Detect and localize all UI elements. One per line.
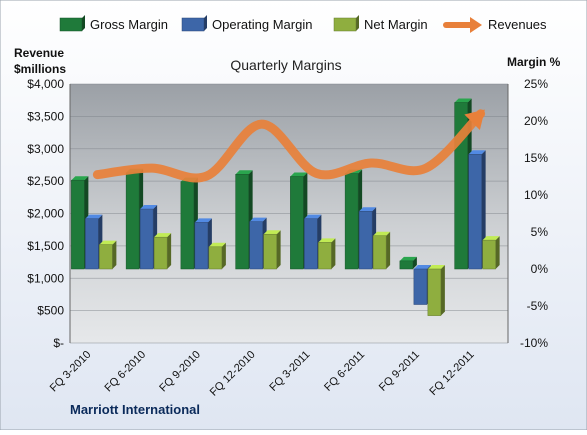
bar-side — [495, 236, 500, 269]
right-tick-label: 25% — [524, 77, 548, 91]
revenue-arrowhead — [464, 109, 485, 131]
bar — [249, 221, 263, 270]
bar — [358, 211, 373, 270]
bar-top — [454, 98, 472, 103]
revenue-line — [92, 109, 486, 183]
right-tick-label: -10% — [520, 336, 548, 350]
bar-side — [167, 233, 172, 269]
bar-top — [304, 214, 322, 219]
left-tick-label: $500 — [37, 304, 64, 318]
left-tick-label: $2,500 — [27, 174, 64, 188]
legend-label: Operating Margin — [212, 17, 312, 32]
right-tick-label: 10% — [524, 188, 548, 202]
bar-top — [235, 170, 253, 175]
bar — [318, 242, 332, 270]
footer-label: Marriott International — [70, 402, 200, 417]
legend-swatch-side — [204, 15, 207, 31]
bar — [304, 218, 318, 270]
bar-top — [71, 176, 89, 181]
left-tick-label: $- — [53, 336, 64, 350]
bar-top — [399, 256, 417, 261]
legend-label: Net Margin — [364, 17, 428, 32]
bar — [263, 233, 277, 270]
bar — [208, 246, 223, 270]
bar-top — [208, 242, 226, 247]
legend-label: Revenues — [488, 17, 547, 32]
left-tick-label: $1,500 — [27, 239, 64, 253]
bar-top — [154, 233, 172, 238]
right-tick-label: 0% — [531, 262, 549, 276]
bar — [399, 260, 414, 270]
bar — [125, 172, 140, 270]
bar — [482, 239, 496, 270]
bar-top — [468, 150, 486, 155]
bar — [427, 268, 442, 316]
bar-side — [112, 240, 117, 269]
bar — [194, 222, 209, 270]
left-tick-label: $1,000 — [27, 271, 64, 285]
bar — [139, 208, 154, 270]
left-axis-title-line1: Revenue — [14, 46, 64, 60]
legend-swatch-arrow — [470, 17, 482, 33]
chart-title: Quarterly Margins — [230, 57, 341, 73]
legend: Gross Margin Operating Margin Net Margin Re… — [59, 15, 547, 33]
bar — [99, 244, 113, 270]
bar — [290, 176, 304, 270]
bar — [71, 179, 85, 270]
bar-side — [412, 256, 417, 269]
legend-swatch-side — [356, 15, 359, 31]
left-tick-label: $3,500 — [27, 109, 64, 123]
bar-top — [290, 172, 308, 177]
left-tick-label: $4,000 — [27, 77, 64, 91]
revenue-line-layer — [92, 109, 486, 183]
bar-top — [482, 236, 500, 241]
bar-top — [359, 207, 377, 212]
bar-top — [373, 231, 391, 236]
bar-side — [440, 265, 445, 316]
bar-side — [386, 231, 391, 269]
bar — [180, 181, 195, 270]
bar-top — [318, 238, 336, 243]
left-axis-title-line2: $millions — [14, 62, 66, 76]
bar — [413, 268, 428, 305]
left-tick-label: $3,000 — [27, 142, 64, 156]
legend-label: Gross Margin — [90, 17, 168, 32]
right-tick-label: -5% — [527, 299, 549, 313]
bars — [71, 98, 500, 316]
bar-top — [99, 240, 117, 245]
bar-side — [331, 238, 336, 269]
legend-swatch — [333, 17, 357, 32]
bar-top — [194, 218, 212, 223]
right-tick-label: 20% — [524, 114, 548, 128]
bar-side — [276, 230, 281, 269]
legend-swatch-side — [82, 15, 85, 31]
right-tick-label: 15% — [524, 151, 548, 165]
bar-side — [221, 242, 226, 269]
bar-top — [85, 214, 103, 219]
bar-top — [413, 265, 431, 269]
right-axis-title: Margin % — [507, 55, 561, 69]
right-tick-label: 5% — [531, 225, 549, 239]
bar — [468, 154, 482, 270]
bar — [153, 236, 168, 270]
legend-swatch — [59, 17, 83, 32]
bar-top — [249, 217, 267, 222]
bar — [372, 235, 387, 270]
bar — [235, 174, 249, 270]
bar-top — [140, 205, 158, 210]
bar — [344, 173, 359, 270]
bar-top — [263, 230, 281, 235]
left-tick-label: $2,000 — [27, 207, 64, 221]
bar-top — [427, 265, 445, 269]
legend-swatch — [181, 17, 205, 32]
bar — [85, 218, 99, 270]
